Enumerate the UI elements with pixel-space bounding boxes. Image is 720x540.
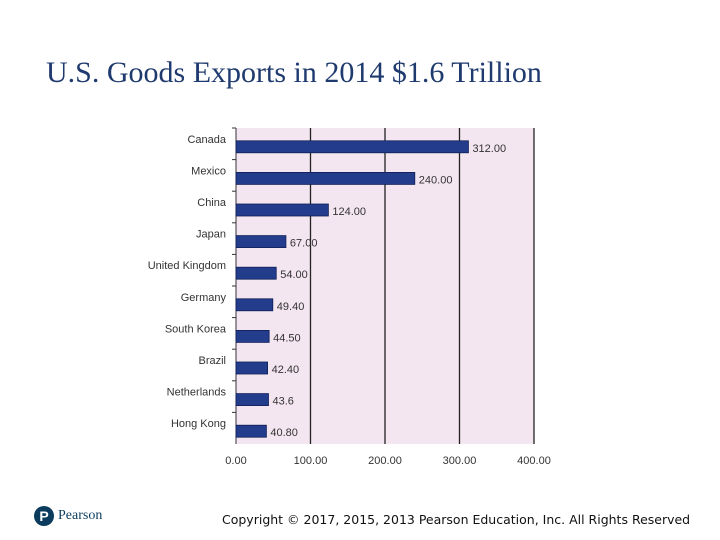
value-label: 40.80 [270, 427, 298, 439]
value-label: 43.6 [272, 396, 293, 408]
value-label: 124.00 [332, 206, 366, 218]
bar [235, 329, 270, 343]
pearson-p-icon: P [34, 506, 54, 526]
category-label: South Korea [165, 323, 227, 335]
pearson-logo: P Pearson [34, 506, 102, 526]
value-label: 49.40 [277, 301, 305, 313]
bar [235, 171, 416, 185]
logo-wordmark: Pearson [58, 508, 103, 523]
category-label: Japan [196, 229, 226, 241]
category-label: Hong Kong [171, 418, 226, 430]
category-label: United Kingdom [148, 260, 226, 272]
category-label: China [197, 197, 227, 209]
value-label: 42.40 [272, 364, 300, 376]
bar [235, 235, 287, 249]
bar [235, 266, 277, 280]
category-label: Brazil [198, 355, 226, 367]
x-tick-label: 300.00 [443, 455, 477, 467]
x-tick-label: 400.00 [517, 455, 551, 467]
bar [235, 298, 274, 312]
value-label: 240.00 [419, 174, 453, 186]
value-label: 44.50 [273, 332, 301, 344]
bar [235, 140, 469, 154]
x-tick-label: 200.00 [368, 455, 402, 467]
exports-bar-chart: 0.00 100.00 200.00 300.00 400.00 Canada 312.00… [148, 127, 551, 467]
category-label: Mexico [191, 165, 226, 177]
value-label: 54.00 [280, 269, 308, 281]
category-label: Canada [187, 134, 226, 146]
copyright-notice: Copyright © 2017, 2015, 2013 Pearson Edu… [222, 512, 691, 527]
value-label: 67.00 [290, 238, 318, 250]
value-label: 312.00 [472, 143, 506, 155]
slide-title: U.S. Goods Exports in 2014 $1.6 Trillion [46, 56, 542, 89]
category-label: Netherlands [167, 387, 227, 399]
x-tick-label: 0.00 [225, 455, 246, 467]
bar [235, 393, 269, 407]
bar [235, 203, 329, 217]
x-tick-label: 100.00 [294, 455, 328, 467]
bar [235, 361, 268, 375]
bar [235, 424, 267, 438]
category-label: Germany [181, 292, 227, 304]
